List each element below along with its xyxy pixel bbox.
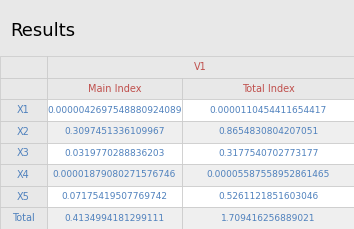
Bar — [47, 164, 182, 186]
Bar — [47, 186, 182, 207]
Bar — [0, 186, 47, 207]
Text: 0.0000110454411654417: 0.0000110454411654417 — [210, 106, 327, 115]
Bar — [0, 78, 47, 99]
Bar — [0, 121, 47, 142]
Text: Total: Total — [12, 213, 35, 223]
Bar — [0, 56, 47, 78]
Bar — [47, 78, 182, 99]
Text: X3: X3 — [17, 148, 30, 158]
Bar — [182, 99, 354, 121]
Text: 0.8654830804207051: 0.8654830804207051 — [218, 127, 318, 136]
Text: V1: V1 — [194, 62, 207, 72]
Text: 0.00005587558952861465: 0.00005587558952861465 — [206, 170, 330, 180]
Text: Main Index: Main Index — [88, 84, 141, 93]
Bar — [47, 207, 182, 229]
Text: 0.07175419507769742: 0.07175419507769742 — [62, 192, 167, 201]
Bar — [47, 99, 182, 121]
Bar — [47, 142, 182, 164]
Bar — [47, 56, 354, 78]
Text: X1: X1 — [17, 105, 30, 115]
Bar — [182, 207, 354, 229]
Text: 0.4134994181299111: 0.4134994181299111 — [64, 214, 165, 223]
Bar — [47, 121, 182, 142]
Bar — [182, 78, 354, 99]
Bar — [0, 164, 47, 186]
Text: Total Index: Total Index — [242, 84, 295, 93]
Bar — [182, 142, 354, 164]
Text: X4: X4 — [17, 170, 30, 180]
Text: X5: X5 — [17, 192, 30, 202]
Bar — [182, 164, 354, 186]
Bar — [0, 99, 47, 121]
Text: Results: Results — [11, 22, 76, 40]
Bar — [182, 186, 354, 207]
Bar — [0, 142, 47, 164]
Text: X2: X2 — [17, 127, 30, 137]
Text: 0.0000042697548880924089: 0.0000042697548880924089 — [47, 106, 182, 115]
Text: 0.5261121851603046: 0.5261121851603046 — [218, 192, 318, 201]
Text: 0.00001879080271576746: 0.00001879080271576746 — [53, 170, 176, 180]
Text: 0.3097451336109967: 0.3097451336109967 — [64, 127, 165, 136]
Bar — [0, 207, 47, 229]
Text: 0.0319770288836203: 0.0319770288836203 — [64, 149, 165, 158]
Text: 0.3177540702773177: 0.3177540702773177 — [218, 149, 318, 158]
Text: 1.709416256889021: 1.709416256889021 — [221, 214, 315, 223]
Bar — [182, 121, 354, 142]
